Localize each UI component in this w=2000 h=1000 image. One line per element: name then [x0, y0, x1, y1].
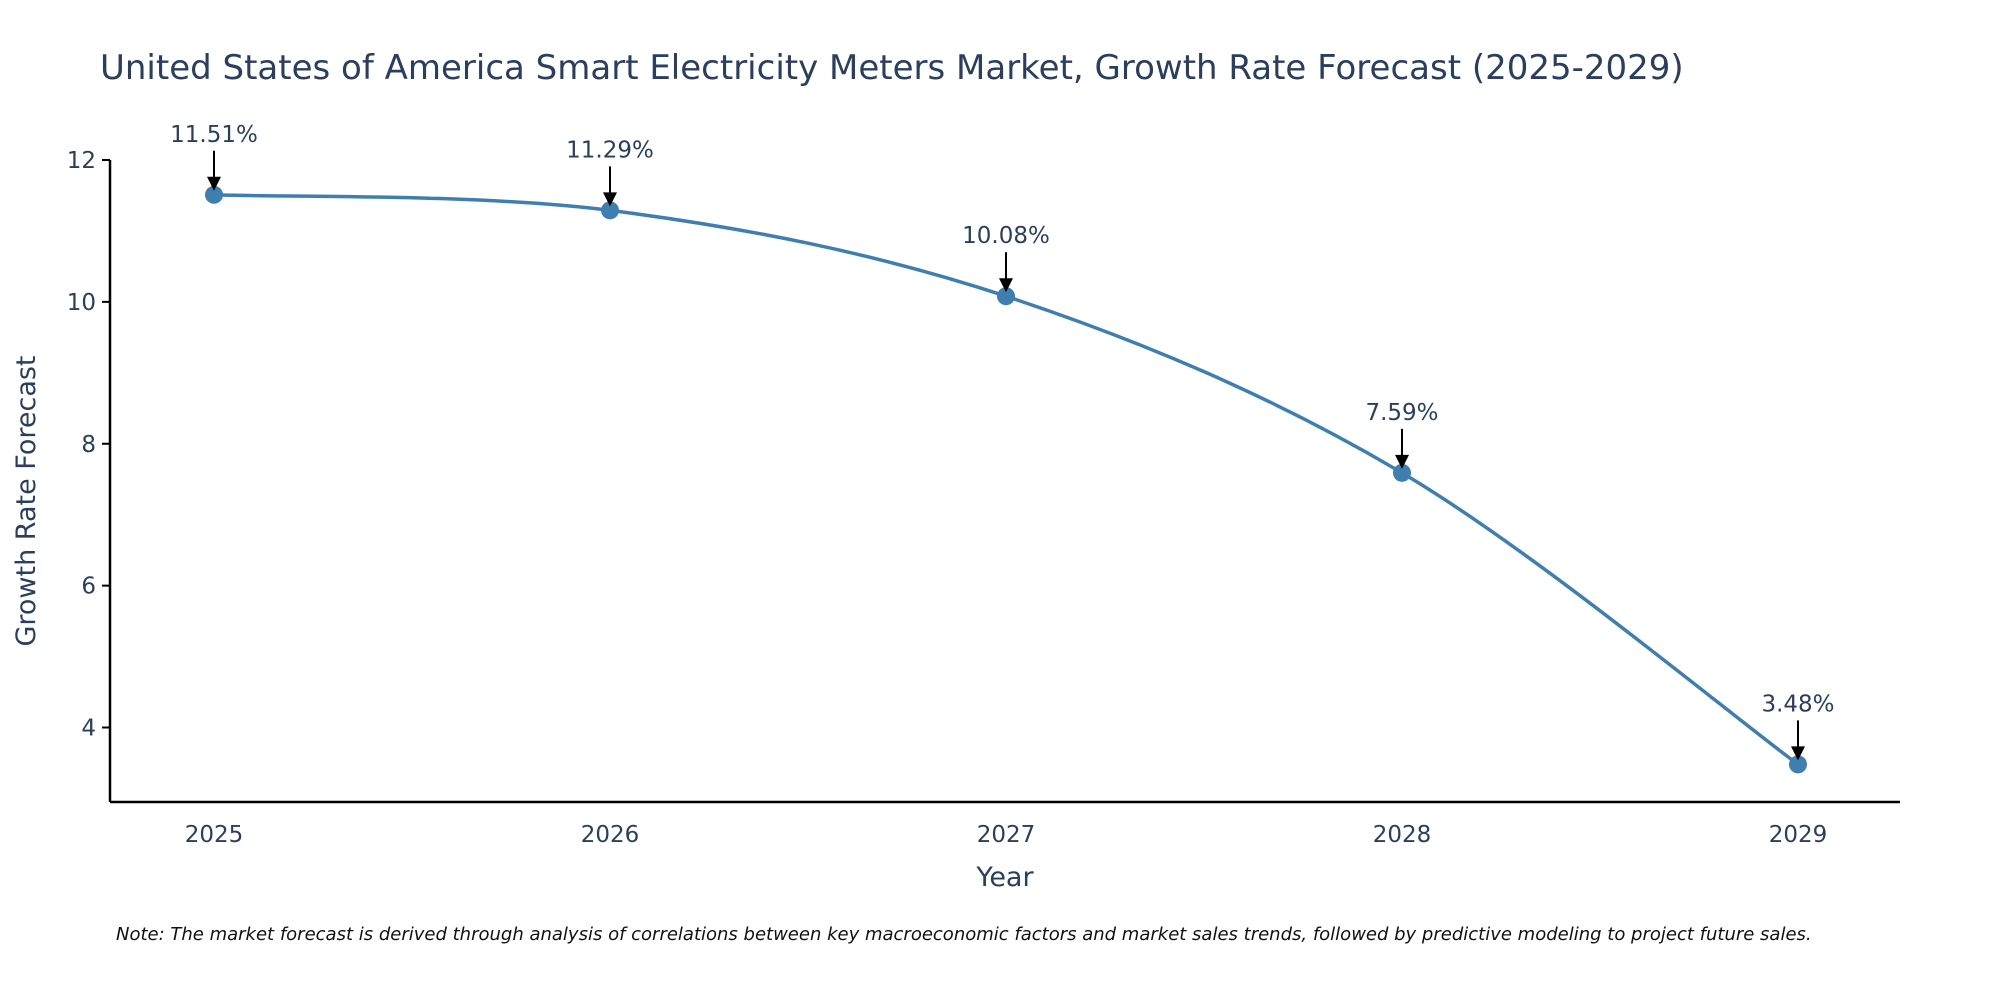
annotation-arrow-head — [999, 278, 1013, 293]
data-point-marker — [997, 287, 1015, 306]
x-tick-label: 2028 — [1373, 822, 1432, 848]
y-axis-ticks: 4 6 8 10 12 — [67, 148, 110, 742]
y-axis-title: Growth Rate Forecast — [11, 355, 42, 646]
data-label-annotations: 11.51% 11.29% 10.08% 7.59% 3.48% — [170, 122, 1835, 761]
data-point-marker — [205, 185, 223, 204]
annotation-arrow-head — [603, 192, 617, 207]
data-point-marker — [601, 201, 619, 220]
series-markers — [205, 185, 1807, 774]
y-tick-label: 6 — [81, 574, 96, 600]
x-axis-ticks: 2025 2026 2027 2028 2029 — [185, 822, 1828, 848]
data-label: 11.51% — [170, 122, 258, 148]
data-point-marker — [1789, 755, 1807, 774]
annotation-arrow-head — [207, 176, 221, 191]
y-tick-label: 8 — [81, 432, 96, 458]
data-label: 7.59% — [1365, 400, 1438, 426]
x-tick-label: 2029 — [1769, 822, 1828, 848]
data-label: 11.29% — [566, 137, 654, 163]
data-label: 10.08% — [962, 223, 1050, 249]
x-tick-label: 2025 — [185, 822, 244, 848]
annotation-arrow-head — [1395, 454, 1409, 469]
data-label: 3.48% — [1761, 691, 1834, 717]
series-line — [213, 193, 1800, 766]
y-tick-label: 4 — [81, 716, 96, 742]
chart-title: United States of America Smart Electrici… — [100, 48, 1684, 88]
x-tick-label: 2026 — [581, 822, 640, 848]
x-axis-title: Year — [975, 862, 1034, 893]
y-tick-label: 10 — [67, 290, 96, 316]
footnote: Note: The market forecast is derived thr… — [116, 924, 1812, 945]
annotation-arrow-head — [1791, 746, 1805, 761]
x-tick-label: 2027 — [977, 822, 1036, 848]
data-point-marker — [1393, 463, 1411, 482]
y-tick-label: 12 — [67, 148, 96, 174]
plot-area: 4 6 8 10 12 2025 2026 2027 2028 2029 11.51% 11.29… — [67, 122, 1900, 848]
